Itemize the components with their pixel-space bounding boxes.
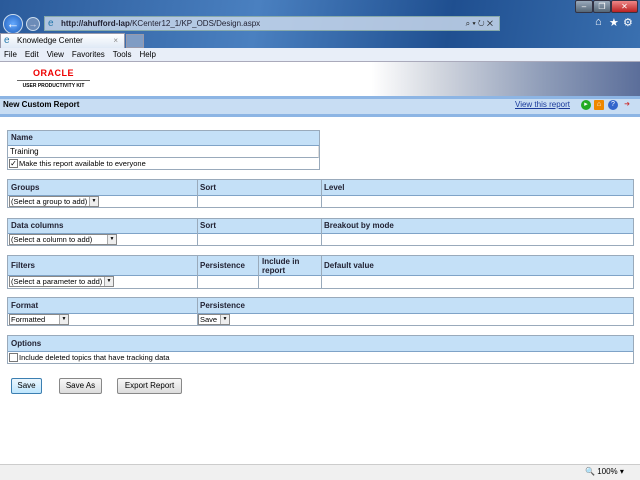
home-icon[interactable]: ⌂ — [595, 16, 602, 28]
include-deleted-label: Include deleted topics that have trackin… — [19, 353, 170, 362]
tab-knowledge-center[interactable]: e Knowledge Center × — [0, 33, 125, 49]
logout-icon[interactable]: ➜ — [624, 101, 630, 108]
data-columns-section: Data columns Sort Breakout by mode (Select… — [7, 218, 634, 246]
available-everyone-checkbox[interactable]: ✓ — [9, 159, 18, 168]
divider — [197, 256, 198, 288]
ie-icon: e — [4, 35, 10, 46]
persistence-select[interactable]: Save ▼ — [198, 314, 230, 325]
divider — [197, 180, 198, 207]
name-section: Name Training ✓ Make this report availab… — [7, 130, 320, 170]
close-window-button[interactable]: ✕ — [611, 0, 638, 13]
title-bar — [0, 96, 640, 117]
available-everyone-label: Make this report available to everyone — [19, 159, 146, 168]
menu-view[interactable]: View — [46, 50, 64, 59]
format-section: Format Persistence Formatted ▼ Save ▼ — [7, 297, 634, 326]
zoom-level[interactable]: 🔍 100% ▾ — [585, 467, 624, 476]
groups-header-row: Groups Sort Level — [8, 180, 633, 196]
divider — [321, 219, 322, 245]
filters-header-row: Filters Persistence Include in report Defau… — [8, 256, 633, 276]
column-select[interactable]: (Select a column to add) ▼ — [9, 234, 117, 245]
status-bar — [0, 464, 640, 480]
menu-help[interactable]: Help — [139, 50, 156, 59]
name-input[interactable]: Training — [8, 146, 319, 158]
divider — [197, 219, 198, 245]
menu-tools[interactable]: Tools — [112, 50, 132, 59]
menu-favorites[interactable]: Favorites — [71, 50, 105, 59]
page-header — [0, 62, 640, 97]
divider — [321, 180, 322, 207]
home-icon[interactable]: ⌂ — [594, 100, 604, 110]
new-tab-button[interactable] — [126, 34, 144, 48]
divider — [197, 298, 198, 325]
help-icon[interactable]: ? — [608, 100, 618, 110]
chevron-down-icon: ▼ — [89, 197, 98, 206]
menu-bar: File Edit View Favorites Tools Help — [0, 48, 640, 62]
gear-icon[interactable]: ⚙ — [623, 17, 633, 29]
divider — [321, 256, 322, 288]
view-report-link[interactable]: View this report — [515, 100, 570, 109]
export-report-button[interactable]: Export Report — [117, 378, 182, 394]
address-controls[interactable]: ⌕ ▾ ↻ ✕ — [465, 19, 493, 28]
chevron-down-icon: ▼ — [220, 315, 229, 324]
minimize-button[interactable]: – — [575, 0, 593, 13]
close-tab-icon[interactable]: × — [113, 36, 118, 45]
divider — [258, 256, 259, 288]
save-button[interactable]: Save — [11, 378, 42, 394]
filters-section: Filters Persistence Include in report Defau… — [7, 255, 634, 289]
include-deleted-checkbox[interactable] — [9, 353, 18, 362]
options-section: Options Include deleted topics that have… — [7, 335, 634, 364]
groups-section: Groups Sort Level (Select a group to add) ▼ — [7, 179, 634, 208]
forward-button[interactable]: → — [26, 17, 40, 31]
go-icon[interactable]: ▸ — [581, 100, 591, 110]
back-button[interactable]: ← — [3, 14, 23, 34]
parameter-select[interactable]: (Select a parameter to add) ▼ — [9, 276, 114, 287]
address-bar[interactable]: e http://ahufford-lap/KCenter12_1/KP_ODS/… — [44, 16, 500, 31]
data-columns-header-row: Data columns Sort Breakout by mode — [8, 219, 633, 234]
name-header: Name — [8, 131, 319, 146]
ie-icon: e — [48, 18, 54, 29]
page-title: New Custom Report — [3, 100, 80, 109]
format-header-row: Format Persistence — [8, 298, 633, 314]
options-header: Options — [8, 336, 633, 352]
menu-edit[interactable]: Edit — [24, 50, 39, 59]
restore-button[interactable]: ❐ — [593, 0, 611, 13]
chevron-down-icon: ▼ — [107, 235, 116, 244]
group-select[interactable]: (Select a group to add) ▼ — [9, 196, 99, 207]
save-as-button[interactable]: Save As — [59, 378, 102, 394]
menu-file[interactable]: File — [4, 50, 17, 59]
chevron-down-icon: ▼ — [59, 315, 68, 324]
favorites-star-icon[interactable]: ★ — [609, 17, 619, 29]
oracle-logo: ORACLE USER PRODUCTIVITY KIT — [17, 68, 90, 89]
chevron-down-icon: ▼ — [104, 277, 113, 286]
format-select[interactable]: Formatted ▼ — [9, 314, 69, 325]
